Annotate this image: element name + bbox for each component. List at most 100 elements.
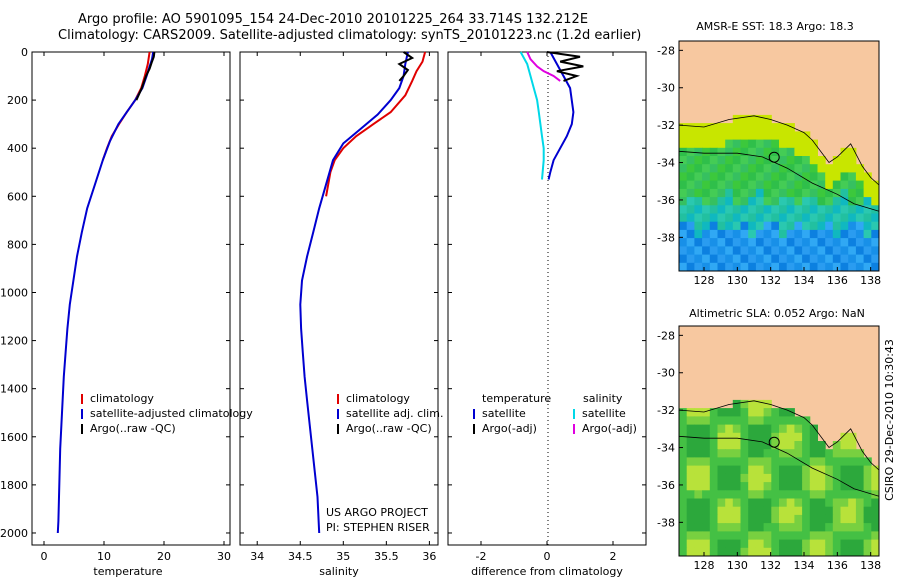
salinity-plot-frame: [239, 51, 439, 546]
map-cell: [794, 139, 803, 149]
map-cell: [832, 449, 841, 458]
map-cell: [686, 221, 695, 231]
map-cell: [702, 254, 711, 264]
map-cell: [717, 197, 726, 206]
profile-location-marker: [768, 151, 780, 163]
map-cell: [832, 213, 841, 223]
map-cell: [817, 547, 826, 557]
map-x-tick-label: 136: [827, 274, 848, 287]
map-cell: [848, 238, 857, 247]
map-cell: [702, 531, 711, 541]
map-cell: [702, 238, 711, 247]
map-cell: [817, 229, 826, 239]
map-cell: [725, 449, 734, 458]
map-cell: [794, 156, 803, 165]
map-cell: [686, 490, 695, 499]
map-cell: [702, 449, 711, 458]
map-cell: [679, 490, 688, 499]
map-cell: [863, 465, 872, 475]
map-cell: [679, 254, 688, 264]
map-cell: [679, 465, 688, 475]
map-cell: [825, 514, 834, 524]
map-cell: [779, 547, 788, 557]
map-cell: [740, 213, 749, 223]
map-cell: [794, 506, 803, 516]
map-cell: [848, 547, 857, 557]
map-cell: [732, 482, 741, 491]
map-cell: [825, 180, 834, 190]
map-cell: [832, 164, 841, 173]
map-cell: [794, 164, 803, 173]
map-cell: [694, 506, 703, 516]
project-annotation: US ARGO PROJECT: [326, 506, 428, 519]
map-cell: [740, 156, 749, 165]
map-cell: [725, 238, 734, 247]
map-cell: [840, 262, 849, 272]
map-cell: [809, 229, 818, 239]
map-cell: [732, 523, 741, 532]
map-cell: [771, 408, 780, 417]
map-cell: [802, 547, 811, 557]
map-cell: [786, 539, 795, 549]
map-cell: [725, 424, 734, 434]
map-cell: [809, 262, 818, 272]
map-cell: [694, 465, 703, 475]
map-cell: [825, 523, 834, 532]
map-cell: [779, 523, 788, 532]
map-cell: [779, 246, 788, 256]
map-cell: [717, 539, 726, 549]
figure-title-line-1: Argo profile: AO 5901095_154 24-Dec-2010…: [78, 12, 589, 27]
map-cell: [802, 523, 811, 532]
map-cell: [786, 465, 795, 475]
map-cell: [686, 457, 695, 467]
map-cell: [709, 221, 718, 231]
map-cell: [848, 457, 857, 467]
map-cell: [802, 482, 811, 491]
map-cell: [748, 131, 757, 141]
map-cell: [763, 246, 772, 256]
map-cell: [732, 490, 741, 499]
map-cell: [740, 188, 749, 198]
x-tick-label: 2: [610, 550, 617, 563]
map-cell: [855, 221, 865, 231]
map-cell: [771, 490, 780, 499]
series-line-argo-raw-qc-: [397, 51, 415, 82]
map-cell: [786, 213, 795, 223]
map-cell: [679, 432, 688, 442]
map-cell: [709, 246, 718, 256]
series-line-argo-adj-: [546, 51, 584, 82]
map-cell: [786, 139, 795, 149]
map-cell: [725, 408, 734, 417]
map-cell: [763, 473, 772, 483]
map-cell: [825, 246, 834, 256]
map-cell: [702, 147, 711, 157]
map-cell: [755, 238, 765, 247]
map-cell: [817, 514, 826, 524]
y-tick-label: 800: [7, 238, 28, 251]
map-cell: [817, 506, 826, 516]
map-cell: [748, 473, 757, 483]
map-cell: [802, 262, 811, 272]
map-y-tick-label: -30: [657, 367, 675, 380]
map-cell: [832, 205, 841, 214]
map-cell: [779, 147, 788, 157]
map-cell: [740, 457, 749, 467]
map-cell: [755, 432, 765, 442]
map-cell: [779, 262, 788, 272]
map-cell: [694, 139, 703, 149]
sla-map-title: Altimetric SLA: 0.052 Argo: NaN: [689, 307, 865, 320]
map-cell: [755, 424, 765, 434]
map-cell: [679, 197, 688, 206]
map-cell: [802, 457, 811, 467]
map-cell: [732, 539, 741, 549]
map-cell: [855, 262, 865, 272]
map-cell: [709, 465, 718, 475]
map-cell: [832, 180, 841, 190]
map-cell: [825, 539, 834, 549]
map-cell: [763, 514, 772, 524]
map-cell: [871, 262, 880, 272]
map-cell: [717, 547, 726, 557]
map-cell: [855, 229, 865, 239]
map-cell: [702, 180, 711, 190]
map-cell: [725, 465, 734, 475]
